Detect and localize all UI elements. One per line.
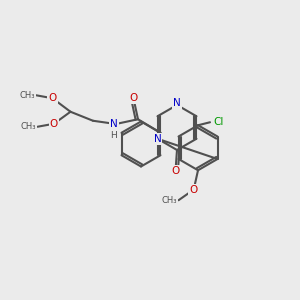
Text: N: N bbox=[110, 119, 118, 129]
Text: Cl: Cl bbox=[214, 117, 224, 127]
Text: O: O bbox=[48, 93, 57, 103]
Text: CH₃: CH₃ bbox=[19, 91, 35, 100]
Text: O: O bbox=[171, 166, 180, 176]
Text: O: O bbox=[129, 93, 138, 103]
Text: N: N bbox=[154, 134, 161, 144]
Text: N: N bbox=[173, 98, 181, 109]
Text: CH₃: CH₃ bbox=[21, 122, 36, 131]
Text: O: O bbox=[189, 185, 198, 195]
Text: CH₃: CH₃ bbox=[162, 196, 177, 205]
Text: O: O bbox=[50, 119, 58, 129]
Text: H: H bbox=[111, 131, 117, 140]
